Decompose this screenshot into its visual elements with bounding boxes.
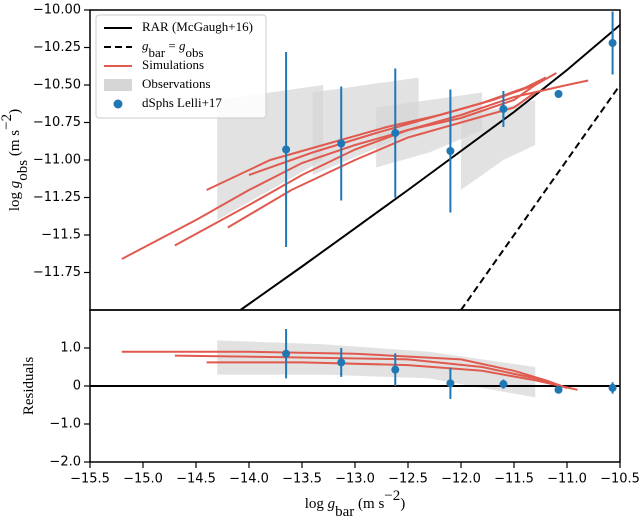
legend-swatch bbox=[113, 99, 123, 109]
line bbox=[239, 24, 620, 310]
simulation-curve bbox=[248, 76, 547, 176]
x-tick-label: −13.5 bbox=[282, 472, 322, 487]
label-part: g bbox=[328, 496, 336, 512]
y-tick-label: −10.75 bbox=[33, 115, 81, 130]
data-point bbox=[499, 105, 508, 113]
line bbox=[460, 84, 620, 310]
y-tick-label: −11.75 bbox=[33, 265, 81, 280]
label-part: g bbox=[179, 38, 186, 53]
y-tick-label: −10.00 bbox=[33, 3, 81, 18]
x-tick-label: −11.0 bbox=[547, 472, 587, 487]
data-point bbox=[499, 380, 508, 389]
y-tick-label: 1.0 bbox=[60, 341, 81, 356]
label-part: bar bbox=[149, 45, 166, 60]
data-point bbox=[446, 379, 455, 388]
label-part: obs bbox=[185, 45, 203, 60]
data-point bbox=[391, 365, 400, 374]
simulation-curve bbox=[121, 76, 547, 260]
simulation-curve bbox=[206, 72, 557, 191]
data-point bbox=[446, 147, 455, 155]
y-tick-label: 0 bbox=[73, 379, 81, 394]
label-part: g bbox=[7, 180, 23, 188]
y-tick-label: −10.25 bbox=[33, 40, 81, 55]
simulation-curve bbox=[174, 79, 589, 247]
x-axis-label: log gbar (m s−2) bbox=[305, 488, 406, 517]
legend-box bbox=[95, 14, 267, 119]
simulation-curve bbox=[174, 354, 568, 389]
data-point bbox=[391, 129, 400, 137]
label-part: g bbox=[142, 38, 149, 53]
label-part: log bbox=[305, 496, 328, 512]
x-tick-label: −11.5 bbox=[494, 472, 534, 487]
x-tick-label: −12.5 bbox=[388, 472, 428, 487]
x-tick-label: −14.0 bbox=[229, 472, 269, 487]
label-part: log bbox=[7, 188, 23, 211]
legend-label: gbar = gobs bbox=[142, 38, 204, 61]
label-part: (m s bbox=[354, 496, 384, 512]
x-tick-label: −15.0 bbox=[123, 472, 163, 487]
label-part: Residuals bbox=[21, 357, 37, 415]
label-part: ) bbox=[7, 109, 23, 114]
data-point bbox=[608, 39, 617, 47]
label-part: = bbox=[165, 38, 179, 53]
y-tick-label: −2.0 bbox=[49, 455, 81, 470]
label-part: bar bbox=[335, 504, 354, 517]
legend-swatch bbox=[104, 79, 132, 91]
observation-band bbox=[217, 340, 536, 398]
legend-label: Simulations bbox=[142, 57, 204, 72]
x-tick-label: −13.0 bbox=[335, 472, 375, 487]
label-part: (m s bbox=[7, 130, 23, 160]
data-point bbox=[554, 90, 563, 98]
simulation-curve bbox=[121, 350, 568, 389]
label-part: −2 bbox=[384, 488, 400, 504]
x-tick-label: −12.0 bbox=[441, 472, 481, 487]
data-point bbox=[554, 385, 563, 394]
data-point bbox=[337, 139, 346, 148]
plot-area bbox=[90, 329, 620, 399]
observation-band bbox=[217, 85, 324, 220]
y-tick-label: −1.0 bbox=[49, 417, 81, 432]
y-tick-label: −11.5 bbox=[41, 228, 81, 243]
data-point bbox=[337, 358, 346, 367]
x-tick-label: −15.5 bbox=[70, 472, 110, 487]
data-point bbox=[282, 349, 291, 358]
observation-band bbox=[461, 100, 536, 190]
y-axis-label: Residuals bbox=[21, 357, 37, 415]
y-tick-label: −11.00 bbox=[33, 153, 81, 168]
plot-area bbox=[121, 11, 620, 310]
y-axis-label: log gobs (m s−2) bbox=[0, 109, 31, 211]
y-tick-label: −11.25 bbox=[33, 190, 81, 205]
legend-label: RAR (McGaugh+16) bbox=[142, 19, 253, 34]
legend-label: Observations bbox=[142, 76, 211, 91]
simulation-curve bbox=[227, 91, 536, 229]
label-part: ) bbox=[400, 496, 405, 512]
legend-label: dSphs Lelli+17 bbox=[142, 95, 222, 110]
data-point bbox=[608, 383, 617, 392]
y-tick-label: −10.50 bbox=[33, 78, 81, 93]
data-point bbox=[282, 145, 291, 154]
x-tick-label: −14.5 bbox=[176, 472, 216, 487]
label-part: obs bbox=[15, 160, 31, 181]
x-tick-label: −10.5 bbox=[600, 472, 640, 487]
label-part: −2 bbox=[0, 114, 15, 130]
